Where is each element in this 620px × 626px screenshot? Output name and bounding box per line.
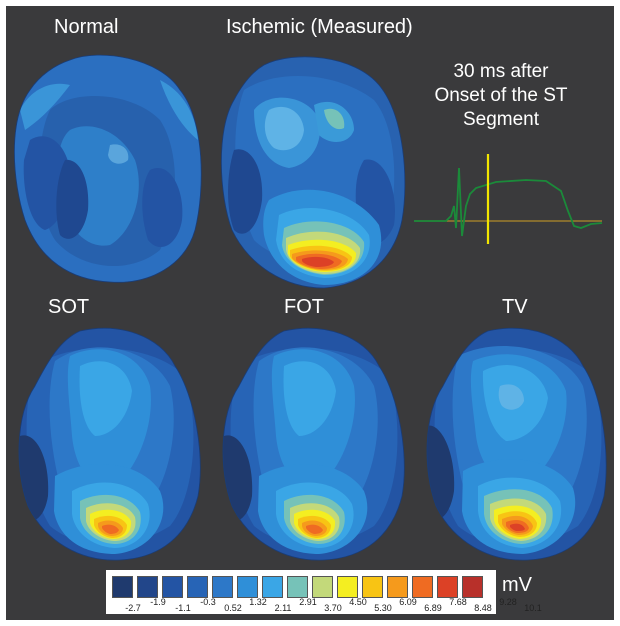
colorbar-tick-label: 5.30 (374, 603, 392, 613)
colorbar-unit-label: mV (502, 574, 532, 596)
colorbar-swatch (137, 576, 158, 598)
colorbar-tick-label: -0.3 (200, 597, 216, 607)
colorbar-tick-label: 9.28 (499, 597, 517, 607)
colorbar-tick-label: 6.09 (399, 597, 417, 607)
colorbar-tick-label: -2.7 (125, 603, 141, 613)
colorbar-tick-label: 8.48 (474, 603, 492, 613)
colorbar-tick-label: 2.11 (274, 603, 292, 613)
title-tv: TV (502, 296, 528, 318)
colorbar-swatch (337, 576, 358, 598)
heart-map-ischemic (220, 56, 406, 289)
colorbar-swatch (212, 576, 233, 598)
colorbar-swatch (437, 576, 458, 598)
figure: Normal Ischemic (Measured) SOT FOT TV 30… (6, 6, 614, 620)
heart-map-sot (18, 327, 201, 561)
annotation-line-2: Onset of the ST (434, 85, 568, 106)
colorbar-tick-label: 0.52 (224, 603, 242, 613)
colorbar-tick-label: 1.32 (249, 597, 267, 607)
colorbar-swatch (112, 576, 133, 598)
colorbar-swatch (162, 576, 183, 598)
title-normal: Normal (54, 16, 119, 38)
colorbar-tick-label: 2.91 (299, 597, 317, 607)
colorbar-swatch (262, 576, 283, 598)
heart-map-normal (13, 54, 202, 283)
colorbar-swatch (312, 576, 333, 598)
annotation-line-1: 30 ms after (453, 61, 549, 82)
colorbar-swatch (362, 576, 383, 598)
colorbar-tick-label: 6.89 (424, 603, 442, 613)
trace-ecg-waveform (414, 167, 603, 237)
title-fot: FOT (284, 296, 324, 318)
colorbar-swatch (287, 576, 308, 598)
title-ischemic: Ischemic (Measured) (226, 16, 413, 38)
ecg-trace (414, 154, 603, 244)
colorbar-swatch (237, 576, 258, 598)
heart-map-fot (222, 327, 405, 561)
colorbar-swatch (187, 576, 208, 598)
colorbar-tick-label: 7.68 (449, 597, 467, 607)
colorbar-swatch (462, 576, 483, 598)
colorbar-tick-label: -1.9 (150, 597, 166, 607)
colorbar: -1.9 -0.3 1.32 2.91 4.50 6.09 7.68 9.28 -2.7 -1.… (106, 570, 542, 614)
colorbar-tick-label: 10.1 (524, 603, 542, 613)
timing-annotation: 30 ms after Onset of the ST Segment (411, 60, 591, 132)
colorbar-tick-label: 4.50 (349, 597, 367, 607)
colorbar-tick-label: 3.70 (324, 603, 342, 613)
title-sot: SOT (48, 296, 90, 318)
annotation-line-3: Segment (462, 109, 540, 130)
colorbar-swatch (412, 576, 433, 598)
colorbar-swatch (387, 576, 408, 598)
colorbar-tick-label: -1.1 (175, 603, 191, 613)
heart-map-tv (426, 327, 607, 561)
